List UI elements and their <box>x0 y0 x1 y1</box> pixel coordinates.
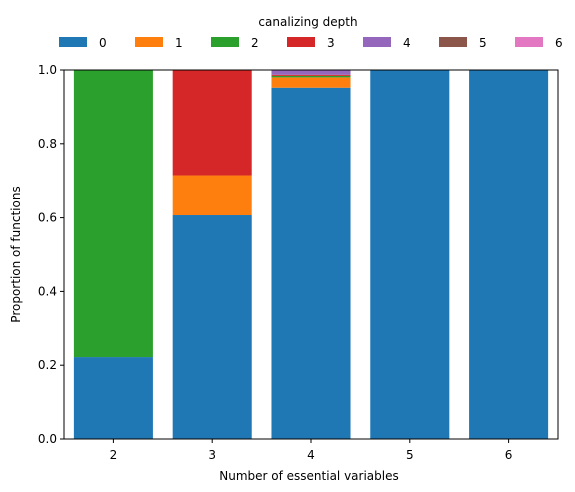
bar-segment-x2-depth2 <box>73 70 153 358</box>
y-tick-label: 0.0 <box>38 432 57 446</box>
y-tick-label: 0.2 <box>38 358 57 372</box>
y-axis-label: Proportion of functions <box>9 186 23 322</box>
x-tick-label: 5 <box>406 448 414 462</box>
plot-frame <box>63 69 559 440</box>
legend-swatch-3 <box>287 37 315 47</box>
y-axis: 0.0 0.2 0.4 0.6 0.8 1.0 <box>38 63 64 446</box>
legend-label-6: 6 <box>555 36 563 50</box>
legend-swatch-4 <box>363 37 391 47</box>
bar-segment-x5-depth0 <box>370 70 450 439</box>
x-axis-label: Number of essential variables <box>219 469 398 483</box>
legend-swatch-1 <box>135 37 163 47</box>
y-tick-label: 0.6 <box>38 211 57 225</box>
legend-title: canalizing depth <box>258 15 357 29</box>
x-axis: 2 3 4 5 6 <box>110 439 513 462</box>
y-tick-label: 0.4 <box>38 284 57 298</box>
bar-segment-x2-depth0 <box>73 357 153 439</box>
legend-swatch-0 <box>59 37 87 47</box>
legend-swatch-5 <box>439 37 467 47</box>
y-tick-label: 1.0 <box>38 63 57 77</box>
legend-swatch-2 <box>211 37 239 47</box>
bar-segment-x4-depth2 <box>271 75 351 78</box>
x-tick-label: 4 <box>307 448 315 462</box>
legend-label-4: 4 <box>403 36 411 50</box>
x-tick-label: 2 <box>110 448 118 462</box>
legend-swatch-6 <box>515 37 543 47</box>
legend-label-5: 5 <box>479 36 487 50</box>
x-tick-label: 6 <box>505 448 513 462</box>
legend-label-3: 3 <box>327 36 335 50</box>
bar-segment-x3-depth0 <box>172 215 252 439</box>
bar-segment-x3-depth3 <box>172 70 252 176</box>
bar-segment-x4-depth4 <box>271 70 351 75</box>
bar-segment-x4-depth3 <box>271 74 351 76</box>
bar-segment-x3-depth1 <box>172 175 252 216</box>
legend-label-2: 2 <box>251 36 259 50</box>
bar-segment-x6-depth0 <box>469 70 549 439</box>
y-tick-label: 0.8 <box>38 137 57 151</box>
legend: canalizing depth 0 1 2 3 4 5 6 <box>59 15 563 50</box>
bar-segment-x4-depth1 <box>271 77 351 88</box>
bar-segment-x4-depth0 <box>271 87 351 440</box>
legend-label-0: 0 <box>99 36 107 50</box>
legend-label-1: 1 <box>175 36 183 50</box>
x-tick-label: 3 <box>208 448 216 462</box>
bars <box>73 70 549 440</box>
